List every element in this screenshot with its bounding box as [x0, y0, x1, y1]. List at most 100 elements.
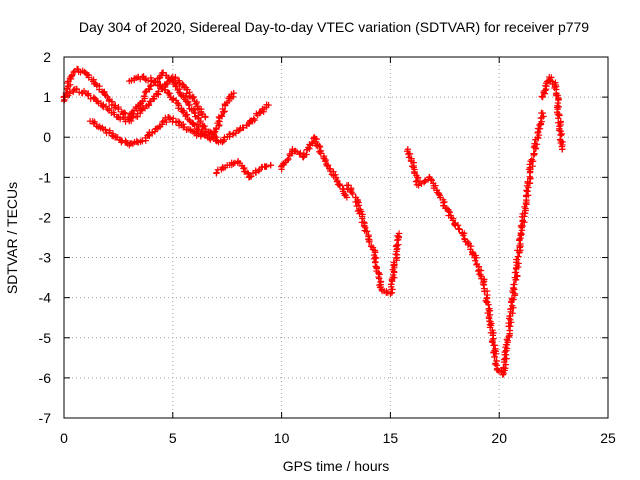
data-point [349, 190, 356, 198]
data-point [183, 111, 191, 119]
y-tick-label: -6 [39, 370, 52, 386]
data-point [446, 209, 454, 216]
data-point [517, 222, 525, 230]
data-point [515, 260, 522, 267]
data-point [375, 273, 382, 281]
data-point [490, 335, 497, 342]
y-tick-label: -1 [39, 169, 52, 185]
data-point [218, 112, 225, 119]
data-point [504, 337, 511, 344]
data-point [527, 174, 534, 182]
data-point [317, 150, 324, 157]
data-point [166, 90, 173, 97]
data-point [174, 118, 182, 125]
data-point [241, 168, 248, 175]
data-point [460, 232, 467, 239]
data-point [213, 169, 220, 176]
data-point [139, 105, 146, 113]
y-tick-label: -7 [39, 410, 52, 426]
data-point [147, 83, 154, 90]
data-point [464, 241, 472, 249]
data-point [141, 93, 148, 100]
data-point [219, 105, 226, 113]
data-point [530, 144, 538, 151]
data-point [312, 142, 320, 149]
data-point [102, 126, 109, 134]
y-tick-label: -2 [39, 209, 52, 225]
data-point [194, 126, 202, 134]
data-point [557, 121, 564, 129]
data-point [123, 139, 130, 146]
data-point [148, 129, 156, 136]
data-point [296, 151, 303, 158]
data-point [539, 93, 546, 101]
data-point [336, 182, 344, 189]
data-point [145, 101, 152, 108]
data-point [129, 114, 136, 121]
data-point [110, 109, 117, 116]
data-point [324, 162, 332, 169]
y-tick-labels: -7 -6 -5 -4 -3 -2 -1 0 1 2 [39, 49, 52, 426]
data-point [90, 94, 98, 101]
data-point [538, 93, 545, 100]
data-point [326, 167, 334, 175]
data-point [175, 104, 182, 112]
data-point [285, 155, 292, 163]
data-point [414, 174, 422, 182]
data-point [503, 355, 510, 362]
series-track-2 [60, 73, 209, 125]
series-track-4 [126, 73, 237, 141]
data-point [243, 169, 251, 176]
data-point [505, 333, 512, 340]
data-point [517, 240, 524, 248]
data-point [218, 113, 226, 120]
data-point [530, 150, 537, 157]
data-point [549, 80, 556, 88]
data-point [100, 103, 107, 111]
data-point [267, 162, 274, 169]
data-point [406, 150, 414, 158]
data-point [539, 109, 546, 117]
data-point [121, 109, 128, 116]
data-point [449, 215, 457, 222]
data-point [316, 148, 324, 156]
x-tick-label: 0 [60, 430, 68, 446]
data-point [321, 158, 329, 165]
data-point [226, 130, 234, 138]
data-point [251, 116, 258, 124]
x-tick-label: 20 [491, 430, 507, 446]
data-point [472, 257, 479, 264]
data-point [115, 105, 122, 113]
data-point [201, 123, 208, 130]
data-point [363, 228, 370, 235]
data-point [334, 177, 341, 185]
data-point [170, 115, 177, 122]
data-point [146, 86, 153, 93]
data-point [366, 238, 373, 246]
data-point [111, 104, 119, 111]
y-tick-label: -3 [39, 250, 52, 266]
data-point [102, 103, 110, 110]
data-point [265, 101, 272, 109]
series-track-3 [86, 101, 272, 149]
data-point [67, 81, 74, 88]
data-point [456, 226, 463, 233]
data-point [194, 102, 201, 110]
data-point [313, 135, 320, 143]
series-track-9 [538, 73, 566, 153]
data-point [392, 250, 399, 258]
data-point [517, 229, 525, 237]
series-track-6 [278, 134, 351, 201]
data-point [387, 281, 395, 288]
x-axis-label: GPS time / hours [283, 458, 390, 474]
data-point [263, 163, 270, 170]
data-point [408, 163, 416, 170]
data-point [284, 157, 291, 164]
data-point [220, 108, 227, 116]
y-tick-label: 2 [43, 49, 51, 65]
data-point [106, 97, 113, 104]
data-point [192, 113, 199, 120]
series-track-5 [213, 158, 274, 181]
data-point [391, 274, 398, 281]
data-point [211, 129, 218, 137]
